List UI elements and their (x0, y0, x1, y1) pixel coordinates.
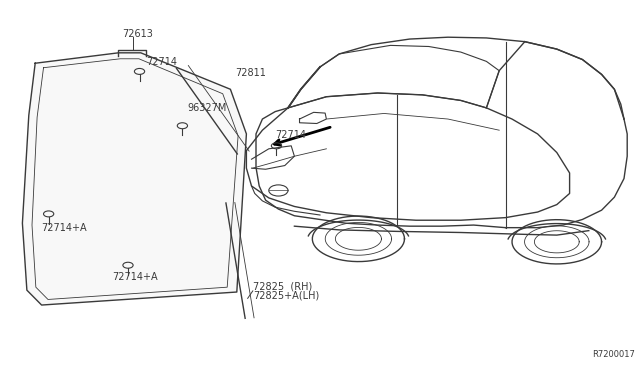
Text: 96327M: 96327M (187, 103, 227, 113)
Polygon shape (22, 53, 246, 305)
Text: 72613: 72613 (122, 29, 153, 39)
Text: 72714: 72714 (146, 57, 177, 67)
Text: 72714+A: 72714+A (112, 272, 157, 282)
Text: 72714+A: 72714+A (42, 223, 87, 233)
Text: R7200017: R7200017 (592, 350, 635, 359)
Text: 72811: 72811 (236, 68, 266, 78)
Polygon shape (300, 112, 326, 124)
Text: 72714: 72714 (275, 129, 306, 140)
Text: 72825  (RH): 72825 (RH) (253, 282, 312, 291)
Text: 72825+A(LH): 72825+A(LH) (253, 291, 319, 301)
